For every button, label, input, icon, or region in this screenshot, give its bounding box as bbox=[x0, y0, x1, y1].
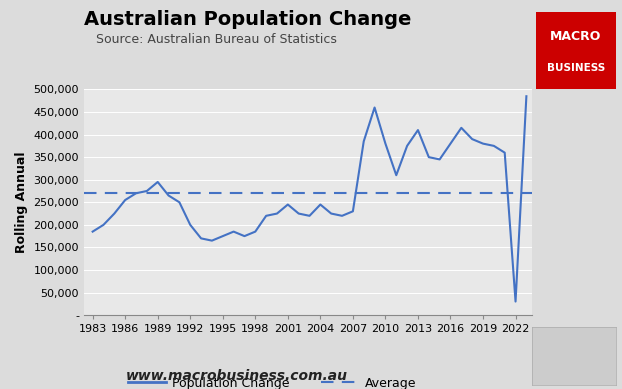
Text: BUSINESS: BUSINESS bbox=[547, 63, 605, 73]
Text: www.macrobusiness.com.au: www.macrobusiness.com.au bbox=[126, 369, 347, 383]
Text: Source: Australian Bureau of Statistics: Source: Australian Bureau of Statistics bbox=[96, 33, 337, 46]
Text: Australian Population Change: Australian Population Change bbox=[84, 10, 411, 29]
Y-axis label: Rolling Annual: Rolling Annual bbox=[15, 152, 28, 253]
Legend: Population Change, Average: Population Change, Average bbox=[123, 371, 421, 389]
Text: MACRO: MACRO bbox=[550, 30, 601, 43]
